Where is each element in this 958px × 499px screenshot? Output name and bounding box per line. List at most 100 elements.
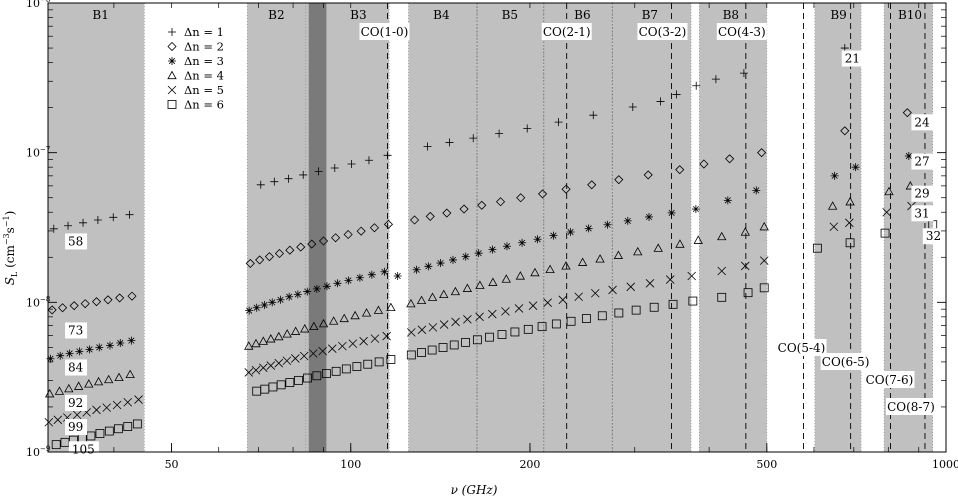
n-label: 84 bbox=[68, 361, 84, 375]
co-label-box bbox=[541, 23, 592, 40]
co-label: CO(7-6) bbox=[866, 373, 914, 387]
y-tick-label: 10−6 bbox=[26, 0, 51, 10]
data-point bbox=[318, 346, 327, 356]
data-point bbox=[406, 298, 416, 308]
data-point bbox=[884, 186, 894, 196]
data-point bbox=[321, 369, 331, 379]
data-point bbox=[725, 154, 735, 164]
data-point bbox=[259, 363, 268, 373]
data-point bbox=[380, 267, 389, 276]
data-point bbox=[370, 334, 380, 343]
data-point bbox=[692, 81, 701, 90]
data-point bbox=[614, 308, 624, 318]
data-point bbox=[294, 375, 303, 385]
data-point bbox=[343, 229, 353, 240]
data-point bbox=[363, 359, 373, 369]
data-point bbox=[312, 371, 322, 381]
data-point bbox=[445, 138, 454, 147]
data-point bbox=[284, 174, 293, 183]
data-point bbox=[127, 336, 136, 345]
data-point bbox=[502, 242, 511, 251]
data-point bbox=[116, 338, 125, 347]
legend-entry: Δn = 6 bbox=[167, 98, 224, 112]
data-point bbox=[255, 255, 265, 265]
data-point bbox=[53, 415, 63, 425]
data-point bbox=[743, 288, 753, 298]
data-point bbox=[902, 108, 912, 118]
data-point bbox=[85, 345, 94, 354]
data-point bbox=[123, 397, 133, 407]
series-dn2 bbox=[47, 108, 912, 315]
data-point bbox=[880, 228, 890, 238]
data-point bbox=[528, 301, 538, 310]
co-label-box bbox=[885, 398, 936, 415]
data-point bbox=[92, 405, 101, 415]
data-point bbox=[314, 167, 323, 176]
data-point bbox=[382, 331, 391, 341]
y-axis-label: SL (cm−3s−1) bbox=[2, 211, 19, 286]
data-point bbox=[537, 189, 548, 199]
co-label-box bbox=[359, 23, 410, 40]
data-point bbox=[79, 218, 88, 227]
data-point bbox=[840, 126, 850, 136]
co-label: CO(2-1) bbox=[543, 25, 591, 39]
data-point bbox=[549, 231, 558, 240]
data-point bbox=[717, 292, 727, 302]
legend-label: Δn = 4 bbox=[184, 69, 224, 83]
band-label-b10: B10 bbox=[898, 8, 922, 22]
data-point bbox=[665, 275, 675, 284]
data-point bbox=[75, 347, 84, 356]
n-label: 58 bbox=[68, 234, 83, 248]
data-point bbox=[463, 315, 472, 324]
data-point bbox=[723, 196, 732, 205]
data-point bbox=[134, 395, 143, 404]
data-point bbox=[359, 336, 368, 346]
band-label-b8: B8 bbox=[723, 8, 739, 22]
series-dn4 bbox=[44, 181, 915, 398]
data-point bbox=[628, 102, 637, 111]
data-point bbox=[64, 383, 74, 393]
data-point bbox=[251, 338, 261, 348]
data-point bbox=[127, 291, 137, 301]
data-point bbox=[95, 429, 105, 438]
band-region-b9 bbox=[814, 3, 862, 452]
data-point bbox=[102, 403, 111, 412]
data-point bbox=[577, 257, 588, 266]
data-point bbox=[93, 215, 102, 224]
n-label-box bbox=[911, 153, 934, 170]
data-point bbox=[47, 305, 57, 315]
data-point bbox=[688, 296, 698, 306]
n-label-box bbox=[65, 394, 88, 411]
data-point bbox=[296, 242, 306, 252]
data-point bbox=[905, 181, 915, 190]
data-point bbox=[412, 265, 421, 274]
data-point bbox=[73, 381, 84, 390]
data-point bbox=[167, 41, 177, 52]
data-point bbox=[515, 271, 526, 280]
data-point bbox=[364, 156, 373, 165]
data-point bbox=[374, 357, 384, 367]
data-point bbox=[442, 208, 452, 218]
data-point bbox=[711, 75, 720, 84]
band-label-b7: B7 bbox=[642, 8, 658, 22]
data-point bbox=[352, 362, 362, 372]
data-point bbox=[264, 252, 274, 262]
data-point bbox=[308, 349, 318, 358]
data-point bbox=[472, 335, 482, 345]
data-point bbox=[759, 221, 769, 231]
data-point bbox=[497, 330, 507, 339]
data-point bbox=[461, 337, 470, 347]
data-point bbox=[69, 301, 79, 311]
data-point bbox=[461, 252, 470, 261]
band-region-b1 bbox=[48, 3, 145, 452]
data-point bbox=[123, 422, 133, 431]
axes: 50 100 200 500 1000 10−9 10−8 10−7 10−6 bbox=[26, 0, 958, 471]
y-tick-label: 10−7 bbox=[26, 146, 50, 160]
data-point bbox=[626, 282, 636, 292]
data-point bbox=[266, 361, 276, 370]
data-point bbox=[245, 258, 255, 268]
data-point bbox=[132, 419, 142, 429]
n-label-box bbox=[68, 441, 99, 458]
data-point bbox=[558, 295, 568, 305]
data-point bbox=[369, 223, 380, 233]
